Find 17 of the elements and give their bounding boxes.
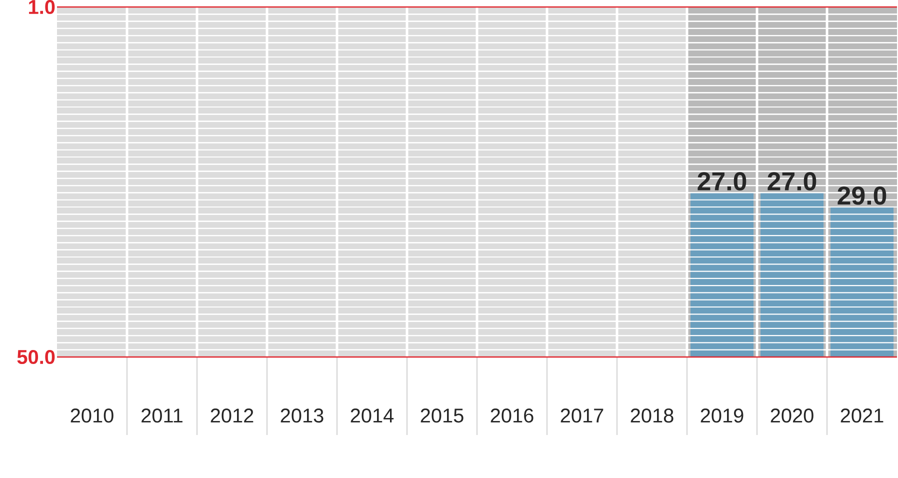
x-tick-label: 2016 xyxy=(490,408,534,423)
x-tick-label: 2015 xyxy=(420,408,464,423)
x-tick-label: 2010 xyxy=(70,408,114,423)
x-tick-label: 2019 xyxy=(700,408,744,423)
data-label: 27.0 xyxy=(768,172,816,191)
x-tick-label: 2011 xyxy=(142,408,182,423)
x-tick-label: 2014 xyxy=(350,408,394,423)
data-label: 29.0 xyxy=(838,186,886,205)
data-label: 27.0 xyxy=(698,172,746,191)
x-tick-label: 2017 xyxy=(560,408,604,423)
x-tick-label: 2013 xyxy=(280,408,324,423)
x-tick-label: 2020 xyxy=(770,408,814,423)
y-tick-label: 50.0 xyxy=(17,350,55,364)
x-tick-label: 2012 xyxy=(210,408,254,423)
y-tick-label: 1.0 xyxy=(29,0,55,14)
x-tick-label: 2018 xyxy=(630,408,674,423)
x-tick-label: 2021 xyxy=(840,408,884,423)
